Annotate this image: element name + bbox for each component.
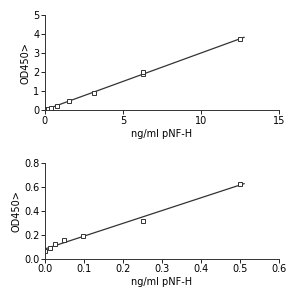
Y-axis label: OD450>: OD450> <box>11 190 21 232</box>
X-axis label: ng/ml pNF-H: ng/ml pNF-H <box>131 277 193 287</box>
X-axis label: ng/ml pNF-H: ng/ml pNF-H <box>131 128 193 139</box>
Y-axis label: OD450>: OD450> <box>20 42 30 84</box>
